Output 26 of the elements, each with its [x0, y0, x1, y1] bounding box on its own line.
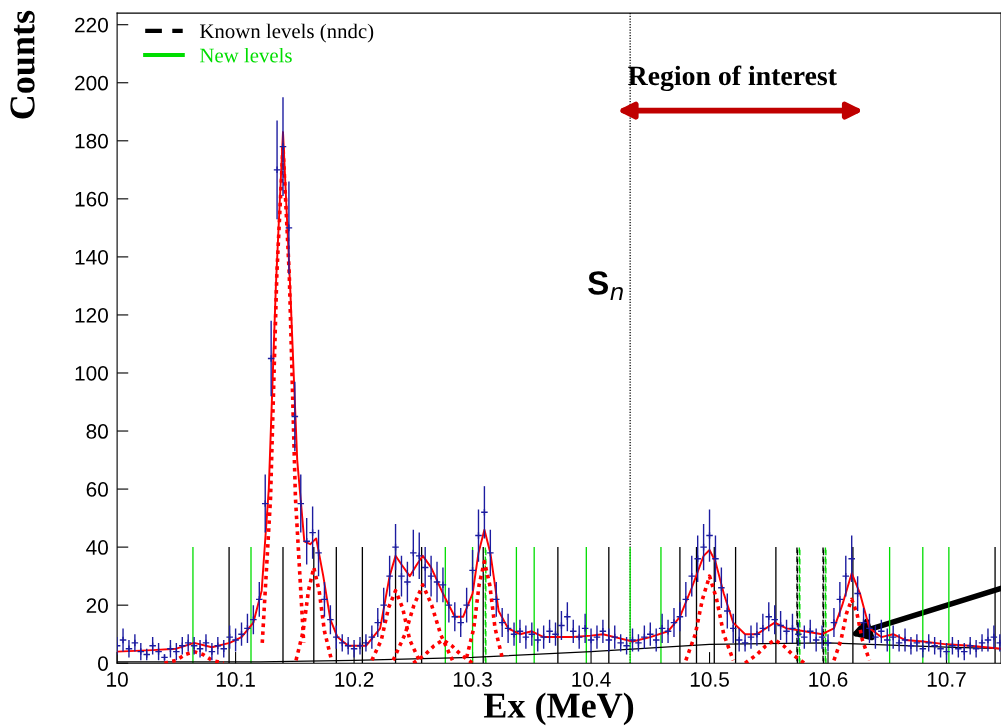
x-tick-label: 10.2 [335, 672, 374, 687]
y-axis-title: Counts [10, 10, 35, 119]
annotation: Region of interest [628, 65, 837, 92]
y-tick-label: 60 [86, 482, 108, 497]
legend-label: Known levels (nndc) [199, 23, 374, 43]
y-tick-label: 220 [75, 17, 108, 33]
x-tick-label: 10.5 [690, 672, 729, 687]
legend-label: New levels [199, 47, 292, 63]
y-tick-label: 160 [75, 191, 108, 207]
y-tick-label: 20 [86, 598, 108, 613]
x-tick-label: 10.1 [216, 672, 255, 687]
y-tick-label: 0 [98, 656, 108, 671]
y-tick-label: 100 [75, 365, 108, 381]
x-tick-label: 10.7 [927, 672, 966, 687]
y-tick-label: 140 [75, 249, 108, 265]
y-tick-label: 120 [75, 307, 108, 323]
x-tick-label: 10.4 [572, 672, 611, 687]
ref-line-label: S$_{n}$ [588, 271, 623, 300]
x-tick-label: 10.3 [453, 672, 492, 687]
x-tick-label: 10 [107, 672, 128, 687]
y-tick-label: 80 [86, 424, 108, 439]
y-tick-label: 180 [75, 133, 108, 149]
y-tick-label: 200 [75, 75, 108, 91]
x-tick-label: 10.6 [809, 672, 848, 687]
y-tick-label: 40 [86, 540, 108, 555]
x-axis-title: Ex (MeV) [483, 692, 634, 726]
